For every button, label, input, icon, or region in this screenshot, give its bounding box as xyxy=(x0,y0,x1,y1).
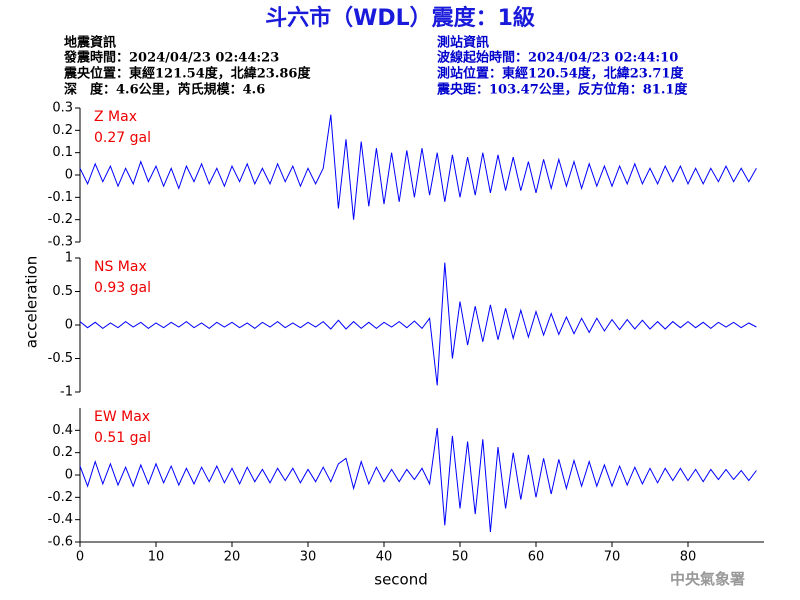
max-value: 0.51 gal xyxy=(94,430,151,446)
max-value: 0.93 gal xyxy=(94,280,151,296)
footer: 中央氣象署 xyxy=(670,570,745,588)
x-tick-label: 70 xyxy=(604,550,621,565)
max-name: Z Max xyxy=(94,109,137,125)
x-tick-label: 50 xyxy=(452,550,469,565)
y-tick-label: -0.2 xyxy=(48,212,73,227)
max-name: NS Max xyxy=(94,259,147,275)
info-line: 震央位置：東經121.54度，北緯23.86度 xyxy=(63,66,311,82)
info-line: 深 度：4.6公里，芮氏規模：4.6 xyxy=(64,82,265,98)
y-tick-label: 0.2 xyxy=(52,445,73,460)
y-tick-label: 1 xyxy=(65,251,73,266)
max-value: 0.27 gal xyxy=(94,130,151,146)
info-line: 震央距：103.47公里，反方位角：81.1度 xyxy=(436,82,688,98)
y-tick-label: 0 xyxy=(65,168,73,183)
info-line: 地震資訊 xyxy=(64,35,116,51)
info-line: 測站位置：東經120.54度，北緯23.71度 xyxy=(437,66,684,82)
y-tick-label: -0.2 xyxy=(48,490,73,505)
x-tick-label: 30 xyxy=(300,550,317,565)
max-name: EW Max xyxy=(94,409,150,425)
y-tick-label: -0.1 xyxy=(48,190,73,205)
x-tick-label: 80 xyxy=(680,550,697,565)
x-tick-label: 0 xyxy=(76,550,84,565)
waveform xyxy=(79,428,757,533)
x-tick-label: 10 xyxy=(148,550,165,565)
y-tick-label: 0.5 xyxy=(52,284,73,299)
y-tick-label: -0.6 xyxy=(48,535,73,550)
y-tick-label: 0.2 xyxy=(52,123,73,138)
y-tick-label: -1 xyxy=(60,385,73,400)
x-tick-label: 60 xyxy=(528,550,545,565)
y-tick-label: -0.3 xyxy=(48,235,73,250)
y-tick-label: 0.4 xyxy=(52,423,73,438)
y-tick-label: 0.1 xyxy=(52,145,73,160)
y-tick-label: 0.3 xyxy=(52,101,73,116)
y-axis-label: acceleration xyxy=(23,256,41,348)
chart-title: 斗六市（WDL）震度：1級 xyxy=(265,5,535,31)
x-axis-label: second xyxy=(374,571,428,589)
info-line: 發震時間：2024/04/23 02:44:23 xyxy=(63,50,279,66)
y-tick-label: -0.5 xyxy=(48,351,73,366)
waveform xyxy=(79,114,757,220)
x-tick-label: 40 xyxy=(376,550,393,565)
y-tick-label: -0.4 xyxy=(48,512,73,527)
info-line: 測站資訊 xyxy=(437,35,489,51)
info-line: 波線起始時間：2024/04/23 02:44:10 xyxy=(437,50,678,66)
x-tick-label: 20 xyxy=(224,550,241,565)
y-tick-label: 0 xyxy=(65,318,73,333)
y-tick-label: 0 xyxy=(65,468,73,483)
waveform xyxy=(79,262,757,386)
